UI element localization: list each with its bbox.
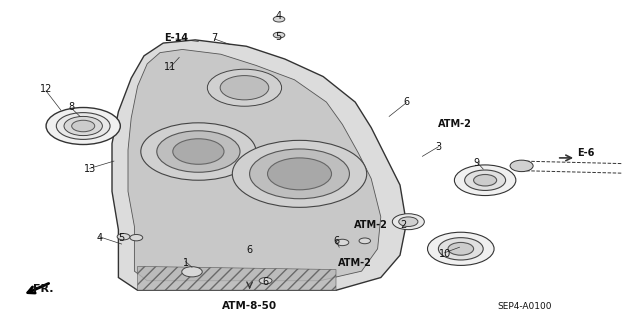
Circle shape — [220, 76, 269, 100]
Circle shape — [259, 278, 272, 284]
Text: SEP4-A0100: SEP4-A0100 — [497, 302, 552, 311]
Text: 6: 6 — [333, 236, 339, 246]
Text: 8: 8 — [68, 102, 75, 112]
Circle shape — [72, 120, 95, 132]
Text: 9: 9 — [474, 158, 480, 168]
Text: 6: 6 — [246, 245, 253, 256]
Text: E-6: E-6 — [577, 148, 595, 158]
Circle shape — [399, 217, 418, 226]
Polygon shape — [112, 40, 406, 290]
Circle shape — [157, 131, 240, 172]
Circle shape — [232, 140, 367, 207]
Circle shape — [510, 160, 533, 172]
Text: 11: 11 — [163, 62, 176, 72]
Circle shape — [448, 242, 474, 255]
Circle shape — [438, 238, 483, 260]
Circle shape — [182, 267, 202, 277]
Text: 10: 10 — [438, 249, 451, 259]
Text: 13: 13 — [83, 164, 96, 174]
Circle shape — [46, 108, 120, 145]
Text: E-14: E-14 — [164, 33, 188, 43]
Circle shape — [173, 139, 224, 164]
Text: ATM-2: ATM-2 — [355, 220, 388, 230]
Text: 6: 6 — [403, 97, 410, 107]
Circle shape — [454, 165, 516, 196]
Circle shape — [141, 123, 256, 180]
Text: 5: 5 — [118, 233, 125, 243]
Circle shape — [268, 158, 332, 190]
Circle shape — [336, 239, 349, 246]
Text: ATM-2: ATM-2 — [339, 258, 372, 268]
Text: 4: 4 — [275, 11, 282, 21]
Text: 3: 3 — [435, 142, 442, 152]
Circle shape — [64, 116, 102, 136]
Text: ATM-8-50: ATM-8-50 — [222, 301, 277, 311]
Polygon shape — [128, 49, 381, 281]
Polygon shape — [138, 266, 336, 290]
Circle shape — [359, 238, 371, 244]
Circle shape — [474, 174, 497, 186]
Text: 7: 7 — [211, 33, 218, 43]
Circle shape — [273, 32, 285, 38]
Text: 1: 1 — [182, 258, 189, 268]
Circle shape — [465, 170, 506, 190]
Text: 5: 5 — [275, 32, 282, 42]
Circle shape — [392, 214, 424, 230]
Circle shape — [117, 234, 130, 240]
Text: 6: 6 — [262, 277, 269, 287]
Circle shape — [273, 16, 285, 22]
Circle shape — [207, 69, 282, 106]
Text: ATM-2: ATM-2 — [438, 119, 471, 130]
Text: 4: 4 — [96, 233, 102, 243]
Circle shape — [56, 113, 110, 139]
Circle shape — [250, 149, 349, 199]
Text: 2: 2 — [400, 220, 406, 230]
Text: FR.: FR. — [33, 284, 54, 294]
Circle shape — [130, 234, 143, 241]
Circle shape — [428, 232, 494, 265]
Text: 12: 12 — [40, 84, 52, 94]
